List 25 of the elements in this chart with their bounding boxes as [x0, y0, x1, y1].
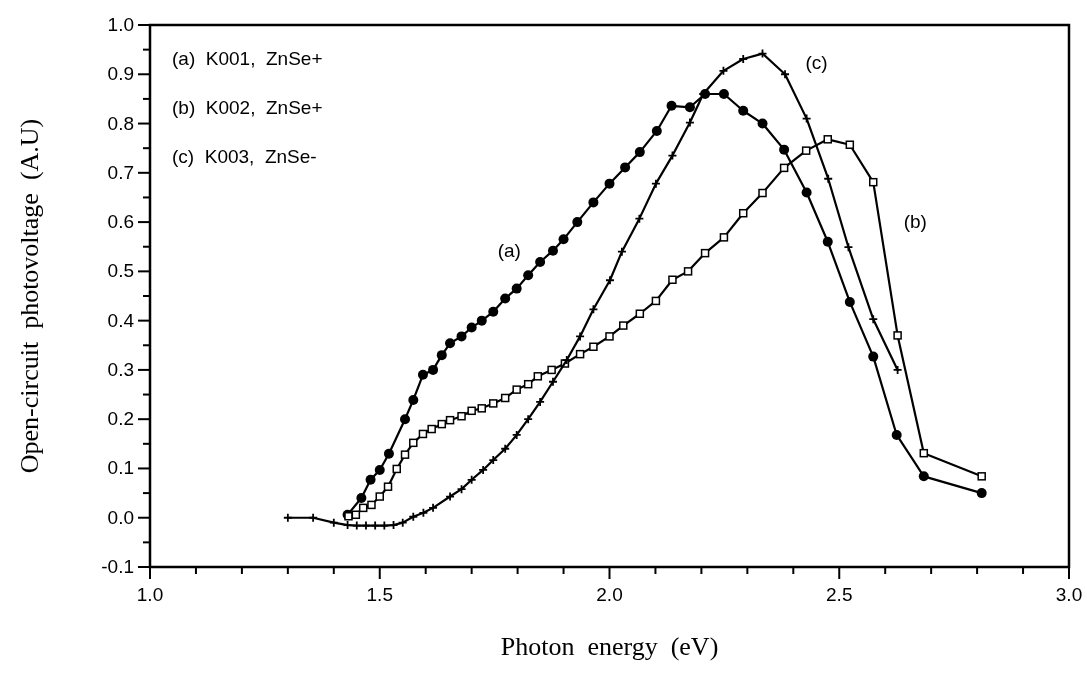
- x-tick-label: 2.5: [826, 584, 853, 605]
- series-label: (b): [903, 211, 927, 233]
- y-tick-label: 0.6: [107, 211, 134, 233]
- annotation: (a) K001, ZnSe+: [172, 48, 323, 69]
- x-axis-title: Photon energy (eV): [500, 632, 719, 661]
- y-tick-label: 0.5: [107, 260, 134, 282]
- y-tick-label: 0.8: [107, 112, 134, 134]
- series-label: (a): [497, 239, 521, 261]
- y-tick-label: 0.9: [107, 63, 134, 85]
- y-axis-title: Open-circuit photovoltage (A.U): [15, 118, 44, 474]
- x-tick-label: 3.0: [1055, 584, 1083, 605]
- annotation: (b) K002, ZnSe+: [172, 97, 323, 118]
- x-tick-label: 2.0: [596, 584, 623, 605]
- series-label: (c): [805, 51, 828, 73]
- y-tick-label: 0.3: [107, 358, 134, 380]
- x-tick-label: 1.0: [136, 584, 164, 605]
- x-tick-label: 1.5: [366, 584, 393, 605]
- annotation: (c) K003, ZnSe-: [172, 146, 317, 167]
- y-tick-label: 1.0: [107, 14, 134, 35]
- y-tick-label: 0.0: [107, 506, 134, 528]
- y-tick-label: 0.7: [107, 161, 134, 183]
- y-tick-label: 0.2: [107, 408, 134, 430]
- y-tick-label: 0.1: [107, 457, 134, 479]
- y-tick-label: -0.1: [101, 556, 134, 577]
- y-tick-label: 0.4: [107, 309, 135, 331]
